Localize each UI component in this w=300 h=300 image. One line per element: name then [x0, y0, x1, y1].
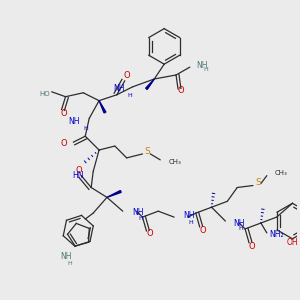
Text: H: H [127, 93, 132, 98]
Text: O: O [60, 109, 67, 118]
Text: NH₂: NH₂ [269, 230, 284, 239]
Text: O: O [249, 242, 255, 251]
Text: NH: NH [183, 211, 194, 220]
Polygon shape [107, 190, 121, 197]
Text: NH: NH [233, 218, 245, 227]
Text: CH₃: CH₃ [275, 170, 287, 176]
Text: O: O [146, 230, 153, 238]
Text: H: H [67, 261, 72, 266]
Polygon shape [99, 101, 106, 113]
Text: NH: NH [113, 84, 125, 93]
Text: S: S [145, 148, 150, 157]
Text: H: H [239, 226, 244, 231]
Text: HO: HO [39, 91, 50, 97]
Text: O: O [178, 86, 184, 95]
Text: NH: NH [60, 252, 71, 261]
Text: H: H [138, 216, 143, 220]
Text: NH: NH [133, 208, 144, 217]
Text: OH: OH [287, 238, 298, 247]
Text: NH: NH [68, 117, 79, 126]
Text: O: O [123, 71, 130, 80]
Text: O: O [200, 226, 206, 236]
Text: NH: NH [196, 61, 207, 70]
Text: HN: HN [72, 171, 83, 180]
Text: H: H [83, 126, 88, 131]
Text: H: H [203, 67, 208, 72]
Text: O: O [75, 166, 82, 175]
Polygon shape [146, 79, 154, 89]
Text: H: H [188, 220, 193, 224]
Text: O: O [61, 139, 68, 148]
Text: S: S [255, 178, 261, 187]
Text: CH₃: CH₃ [168, 159, 181, 165]
